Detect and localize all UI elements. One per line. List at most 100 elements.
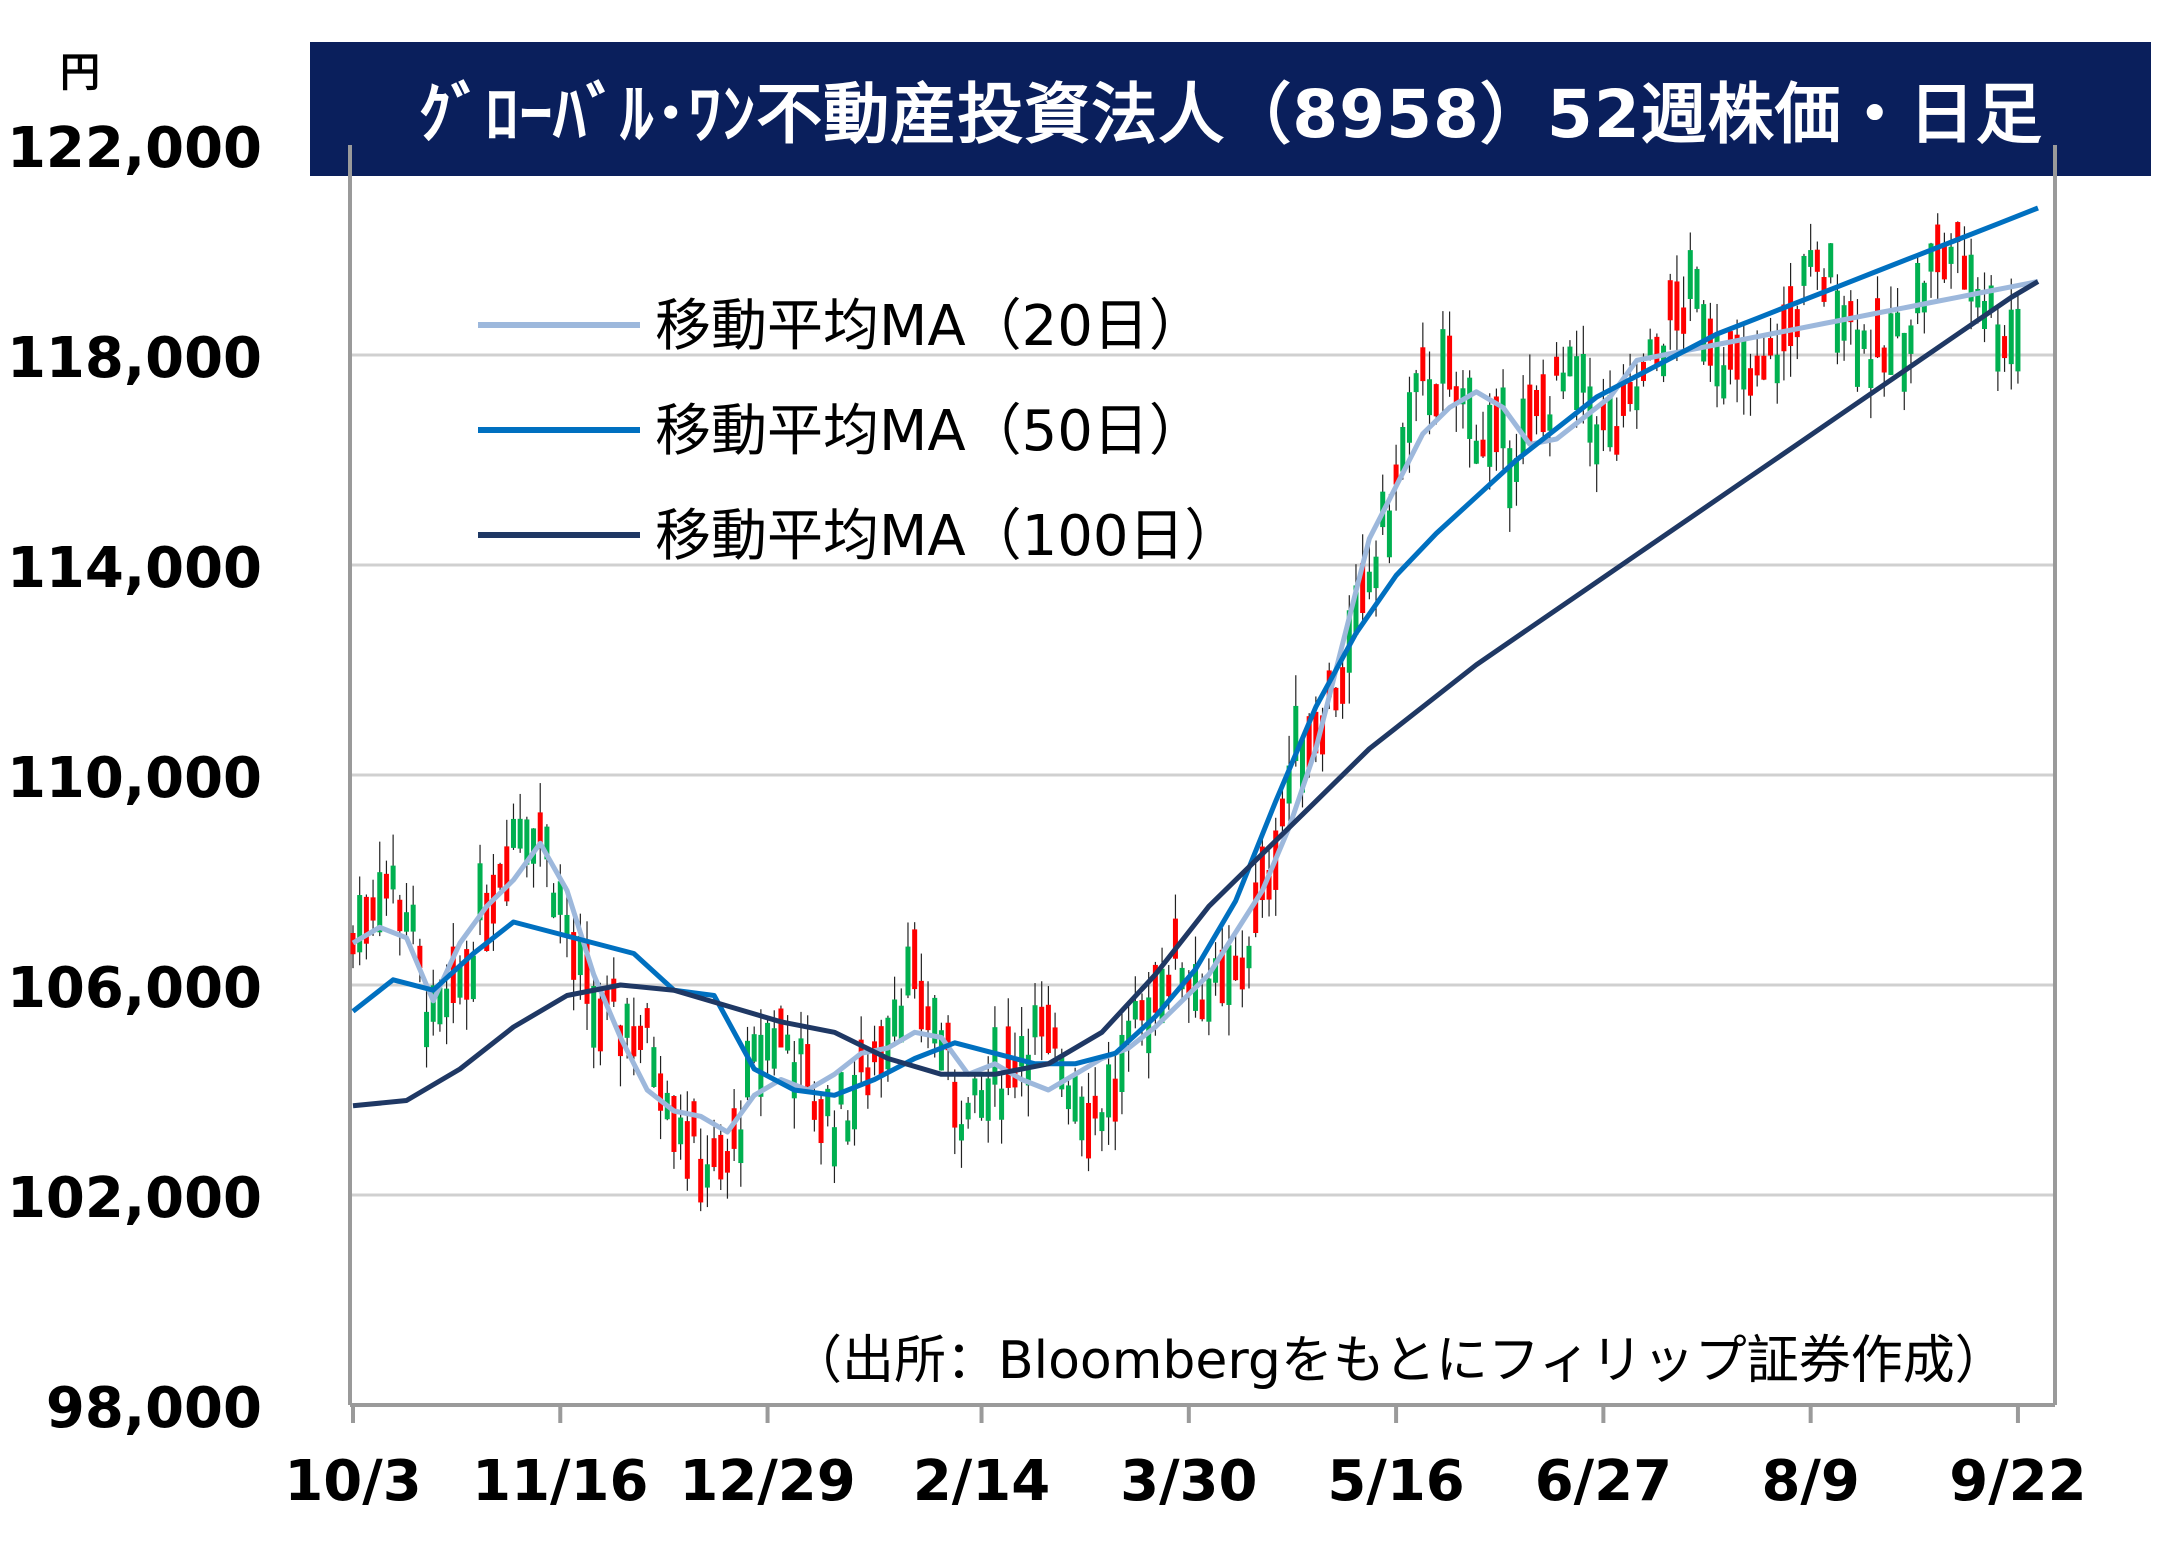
candle-body	[631, 1026, 637, 1057]
candle-body	[1219, 949, 1225, 1004]
candle-body	[1119, 1034, 1125, 1093]
candle-body	[1667, 280, 1673, 321]
candle-body	[1386, 510, 1392, 558]
candle-body	[1333, 687, 1339, 711]
candle-body	[1768, 338, 1774, 356]
candle-body	[1814, 249, 1820, 272]
candle-body	[1614, 426, 1620, 455]
candle-body	[1707, 318, 1713, 366]
candle-body	[1721, 365, 1727, 399]
candle-body	[1747, 368, 1753, 396]
candle-body	[1854, 329, 1860, 387]
candle-body	[1761, 355, 1767, 380]
candle-body	[952, 1081, 958, 1128]
candle-body	[1567, 346, 1573, 377]
candle-body	[711, 1138, 717, 1168]
candle-body	[1875, 298, 1881, 358]
candle-body	[1279, 798, 1285, 827]
x-tick-label: 10/3	[284, 1449, 421, 1514]
ma50-line	[351, 205, 2039, 1098]
candle-body	[591, 985, 597, 1048]
candle-body	[1259, 846, 1265, 901]
candle-body	[1266, 870, 1272, 900]
candle-body	[510, 818, 516, 848]
candle-body	[517, 818, 523, 849]
candle-body	[1534, 390, 1540, 417]
candle-body	[1447, 335, 1453, 390]
candle-body	[1607, 394, 1613, 448]
x-tick-label: 9/22	[1949, 1449, 2086, 1514]
candle-body	[1427, 379, 1433, 416]
candle-body	[1473, 440, 1479, 464]
candle-body	[1794, 309, 1800, 338]
candle-body	[1634, 386, 1640, 411]
y-tick-label: 118,000	[7, 326, 262, 391]
candle-body	[965, 1102, 971, 1120]
candle-body	[1687, 250, 1693, 299]
candle-body	[1560, 372, 1566, 392]
y-tick-label: 110,000	[7, 746, 262, 811]
y-tick-label: 98,000	[46, 1376, 262, 1441]
candle-body	[644, 1008, 650, 1028]
candle-body	[1059, 1056, 1065, 1090]
candle-body	[738, 1129, 744, 1164]
candle-body	[1881, 347, 1887, 373]
candle-body	[1480, 439, 1486, 457]
candle-body	[1527, 384, 1533, 444]
candle-body	[658, 1073, 664, 1111]
candle-body	[357, 895, 363, 953]
candle-body	[745, 1040, 751, 1098]
candle-body	[731, 1108, 737, 1149]
candle-body	[424, 1011, 430, 1048]
legend-label: 移動平均MA（20日）	[655, 294, 1205, 359]
candle-body	[831, 1127, 837, 1167]
candle-body	[1781, 304, 1787, 352]
x-tick-label: 5/16	[1327, 1449, 1464, 1514]
candle-body	[1540, 374, 1546, 433]
candle-body	[597, 998, 603, 1052]
candle-body	[1152, 964, 1158, 1013]
candle-body	[1406, 392, 1412, 443]
candle-body	[1340, 667, 1346, 704]
y-tick-label: 106,000	[7, 956, 262, 1021]
candle-body	[1233, 955, 1239, 981]
ma20-line	[351, 279, 2039, 1135]
candle-body	[892, 999, 898, 1037]
candle-body	[1901, 332, 1907, 392]
candle-body	[1808, 250, 1814, 267]
candle-body	[363, 896, 369, 944]
candle-body	[751, 1034, 757, 1062]
candle-body	[1774, 354, 1780, 384]
candle-body	[992, 1027, 998, 1085]
candle-body	[1467, 377, 1473, 439]
candle-body	[1915, 262, 1921, 314]
y-tick-label: 102,000	[7, 1166, 262, 1231]
candle-body	[704, 1164, 710, 1188]
candle-body	[684, 1121, 690, 1179]
candle-body	[1226, 945, 1232, 1005]
candle-body	[1179, 967, 1185, 990]
candle-body	[1199, 999, 1205, 1020]
candle-body	[1086, 1102, 1092, 1159]
candle-body	[1955, 222, 1961, 243]
candle-body	[1032, 1005, 1038, 1038]
x-tick-label: 11/16	[472, 1449, 648, 1514]
candle-body	[1921, 282, 1927, 313]
candle-body	[1393, 464, 1399, 485]
candle-body	[651, 1047, 657, 1087]
candle-body	[377, 872, 383, 933]
candle-body	[390, 865, 396, 890]
x-tick-label: 8/9	[1761, 1449, 1859, 1514]
x-tick-label: 2/14	[913, 1449, 1050, 1514]
candle-body	[758, 1034, 764, 1097]
candle-body	[403, 912, 409, 932]
candle-body	[1072, 1073, 1078, 1122]
candle-body	[1433, 384, 1439, 417]
candle-body	[1754, 355, 1760, 376]
candle-body	[1888, 313, 1894, 375]
candle-body	[1828, 243, 1834, 278]
candle-body	[1039, 1006, 1045, 1037]
candle-body	[464, 949, 470, 1000]
candle-body	[1112, 1078, 1118, 1122]
